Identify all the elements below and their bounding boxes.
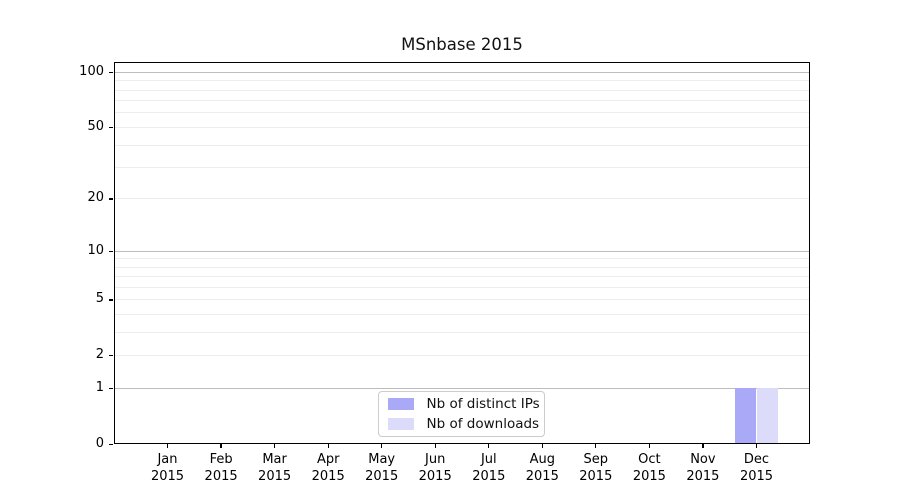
- x-axis-tick-label: Jun 2015: [418, 452, 452, 484]
- gridline-minor: [114, 276, 810, 278]
- gridline-major: [114, 387, 810, 389]
- legend-swatch-distinct-ips: [387, 397, 414, 410]
- gridline-minor: [114, 332, 810, 334]
- gridline-minor: [114, 314, 810, 316]
- gridline-minor: [114, 198, 810, 200]
- gridline-minor: [114, 299, 810, 301]
- y-axis-tick: [108, 250, 113, 252]
- gridline-minor: [114, 80, 810, 82]
- x-axis-tick: [434, 443, 436, 448]
- x-axis-tick-label: May 2015: [365, 452, 399, 484]
- gridline-minor: [114, 126, 810, 128]
- x-axis-tick-label: Oct 2015: [632, 452, 666, 484]
- x-axis-tick-label: Aug 2015: [525, 452, 559, 484]
- gridline-minor: [114, 258, 810, 260]
- x-axis-tick-label: Apr 2015: [311, 452, 345, 484]
- y-axis-tick: [108, 443, 113, 446]
- y-axis-tick-label: 10: [87, 242, 104, 258]
- x-axis-tick: [381, 443, 383, 448]
- y-axis-tick: [108, 198, 113, 200]
- y-axis-tick-label: 100: [79, 63, 104, 79]
- bar-downloads: [756, 387, 778, 444]
- x-axis-tick: [327, 443, 329, 448]
- gridline-minor: [114, 266, 810, 268]
- y-axis-tick: [108, 355, 113, 357]
- gridline-minor: [114, 355, 810, 357]
- y-axis-tick: [108, 126, 113, 129]
- plot-border: [114, 62, 810, 444]
- x-axis-tick: [702, 443, 704, 448]
- gridline-minor: [114, 89, 810, 91]
- x-axis-tick: [648, 443, 650, 448]
- y-axis-tick-label: 0: [95, 435, 104, 451]
- legend-swatch-downloads: [387, 417, 414, 430]
- x-axis-tick: [488, 443, 490, 448]
- x-axis-tick-label: Dec 2015: [739, 452, 774, 484]
- gridline-minor: [114, 286, 810, 288]
- gridline-major: [114, 250, 810, 252]
- x-axis-tick-label: Mar 2015: [258, 452, 292, 484]
- gridline-minor: [114, 144, 810, 146]
- x-axis-tick-label: Jul 2015: [472, 452, 506, 484]
- plot-area: Nb of distinct IPs Nb of downloads: [114, 62, 810, 444]
- x-axis-tick-label: Sep 2015: [579, 452, 613, 484]
- gridline-minor: [114, 100, 810, 102]
- x-axis-tick-label: Jan 2015: [150, 452, 185, 484]
- legend-label-downloads: Nb of downloads: [426, 415, 540, 432]
- y-axis-tick-label: 1: [95, 379, 104, 395]
- x-axis-tick: [755, 443, 758, 448]
- x-axis-tick-label: Nov 2015: [686, 452, 720, 484]
- legend-item-distinct-ips: Nb of distinct IPs: [387, 396, 540, 412]
- x-axis-tick: [220, 443, 222, 448]
- y-axis-tick-label: 5: [95, 291, 104, 307]
- x-axis-tick: [541, 443, 543, 448]
- y-axis-tick-label: 50: [87, 118, 104, 134]
- x-axis-tick: [595, 443, 597, 448]
- legend-label-distinct-ips: Nb of distinct IPs: [426, 395, 540, 412]
- gridline-major: [114, 71, 810, 73]
- gridline-minor: [114, 167, 810, 168]
- y-axis-tick-label: 2: [95, 347, 104, 363]
- gridline-minor: [114, 112, 810, 114]
- bar-distinct-ips: [735, 387, 757, 444]
- x-axis-tick: [166, 443, 169, 448]
- y-axis-tick-label: 20: [87, 190, 104, 206]
- legend-item-downloads: Nb of downloads: [387, 416, 539, 432]
- x-axis-tick-label: Feb 2015: [204, 452, 238, 484]
- y-axis-tick: [108, 387, 113, 390]
- y-axis-tick: [108, 71, 113, 74]
- chart-title: MSnbase 2015: [401, 35, 523, 54]
- legend: Nb of distinct IPs Nb of downloads: [377, 390, 545, 437]
- y-axis-tick: [108, 299, 113, 301]
- x-axis-tick: [274, 443, 276, 448]
